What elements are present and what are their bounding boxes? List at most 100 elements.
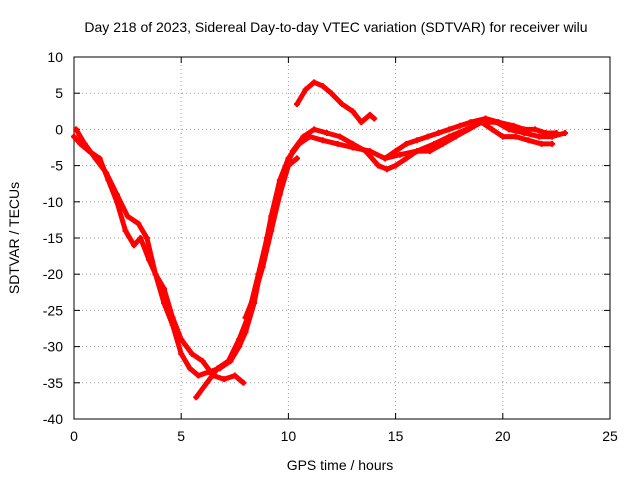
data-point-marker bbox=[521, 126, 528, 133]
data-point-marker bbox=[289, 148, 296, 155]
data-point-marker bbox=[231, 372, 238, 379]
y-tick-label: -20 bbox=[43, 266, 63, 282]
x-tick-label: 0 bbox=[70, 428, 78, 444]
x-tick-label: 15 bbox=[388, 428, 404, 444]
data-point-marker bbox=[446, 126, 453, 133]
data-point-marker bbox=[549, 140, 556, 147]
data-point-marker bbox=[375, 162, 382, 169]
data-point-marker bbox=[336, 133, 343, 140]
data-point-marker bbox=[525, 137, 532, 144]
data-point-marker bbox=[259, 263, 266, 270]
y-tick-label: 0 bbox=[55, 121, 63, 137]
data-point-marker bbox=[178, 336, 185, 343]
data-point-marker bbox=[349, 140, 356, 147]
data-point-marker bbox=[392, 162, 399, 169]
axis-ticks: 0 5 10 15 20 25 -40 -35 -30 -25 -20 -15 -10 -5 0 5 10 bbox=[43, 49, 618, 444]
data-point-marker bbox=[510, 122, 517, 129]
data-point-marker bbox=[435, 130, 442, 137]
data-point-marker bbox=[381, 155, 388, 162]
data-point-marker bbox=[439, 140, 446, 147]
data-point-marker bbox=[276, 191, 283, 198]
data-point-marker bbox=[199, 358, 206, 365]
data-point-marker bbox=[122, 227, 129, 234]
data-point-marker bbox=[293, 101, 300, 108]
x-tick-label: 10 bbox=[281, 428, 297, 444]
y-tick-label: -30 bbox=[43, 339, 63, 355]
y-tick-label: -5 bbox=[51, 158, 64, 174]
data-point-marker bbox=[242, 314, 249, 321]
data-point-marker bbox=[465, 126, 472, 133]
series-line-trace-6 bbox=[382, 116, 559, 161]
data-point-marker bbox=[319, 82, 326, 89]
data-point-marker bbox=[482, 115, 489, 122]
chart-title: Day 218 of 2023, Sidereal Day-to-day VTE… bbox=[84, 19, 587, 35]
data-point-marker bbox=[358, 119, 365, 126]
y-tick-label: -15 bbox=[43, 230, 63, 246]
data-point-marker bbox=[512, 133, 519, 140]
data-point-marker bbox=[92, 155, 99, 162]
data-point-marker bbox=[311, 126, 318, 133]
data-point-marker bbox=[538, 140, 545, 147]
data-point-marker bbox=[384, 166, 391, 173]
data-point-marker bbox=[214, 365, 221, 372]
data-point-marker bbox=[495, 119, 502, 126]
data-point-marker bbox=[193, 394, 200, 401]
data-point-marker bbox=[178, 350, 185, 357]
data-point-marker bbox=[240, 379, 247, 386]
data-point-marker bbox=[362, 148, 369, 155]
data-point-marker bbox=[403, 140, 410, 147]
y-tick-label: 10 bbox=[47, 49, 63, 65]
data-point-marker bbox=[366, 111, 373, 118]
data-point-marker bbox=[531, 126, 538, 133]
data-point-marker bbox=[236, 336, 243, 343]
data-point-marker bbox=[426, 148, 433, 155]
data-point-marker bbox=[506, 126, 513, 133]
data-point-marker bbox=[293, 155, 300, 162]
y-tick-label: -35 bbox=[43, 375, 63, 391]
data-point-marker bbox=[81, 140, 88, 147]
data-point-marker bbox=[542, 130, 549, 137]
data-point-marker bbox=[403, 155, 410, 162]
data-point-marker bbox=[124, 213, 131, 220]
data-point-marker bbox=[203, 379, 210, 386]
data-point-marker bbox=[536, 133, 543, 140]
y-tick-label: -10 bbox=[43, 194, 63, 210]
data-point-marker bbox=[456, 122, 463, 129]
y-tick-label: -25 bbox=[43, 302, 63, 318]
data-point-marker bbox=[161, 285, 168, 292]
data-point-marker bbox=[396, 151, 403, 158]
data-point-marker bbox=[73, 126, 80, 133]
x-tick-label: 20 bbox=[495, 428, 511, 444]
data-point-marker bbox=[323, 130, 330, 137]
data-point-marker bbox=[195, 372, 202, 379]
data-point-marker bbox=[135, 220, 142, 227]
data-point-marker bbox=[225, 358, 232, 365]
data-point-marker bbox=[285, 162, 292, 169]
data-point-marker bbox=[300, 133, 307, 140]
x-tick-label: 25 bbox=[602, 428, 618, 444]
data-point-marker bbox=[553, 130, 560, 137]
data-point-marker bbox=[339, 101, 345, 108]
data-point-marker bbox=[499, 133, 506, 140]
x-tick-label: 5 bbox=[177, 428, 185, 444]
series-layer bbox=[71, 79, 568, 401]
y-tick-label: -40 bbox=[43, 411, 63, 427]
data-point-marker bbox=[103, 169, 110, 176]
data-point-marker bbox=[334, 140, 341, 147]
data-point-marker bbox=[319, 137, 326, 144]
data-point-marker bbox=[186, 365, 193, 372]
data-point-marker bbox=[489, 126, 496, 133]
data-point-marker bbox=[131, 242, 138, 249]
series-line-trace-2 bbox=[73, 126, 246, 386]
data-point-marker bbox=[251, 292, 258, 299]
data-point-marker bbox=[188, 350, 195, 357]
data-point-marker bbox=[414, 148, 421, 155]
data-point-marker bbox=[302, 86, 309, 93]
data-point-marker bbox=[143, 235, 150, 241]
data-point-marker bbox=[71, 133, 77, 140]
data-point-marker bbox=[328, 90, 335, 97]
data-point-marker bbox=[137, 235, 144, 241]
y-axis-label: SDTVAR / TECUs bbox=[6, 182, 22, 294]
data-point-marker bbox=[414, 137, 421, 144]
